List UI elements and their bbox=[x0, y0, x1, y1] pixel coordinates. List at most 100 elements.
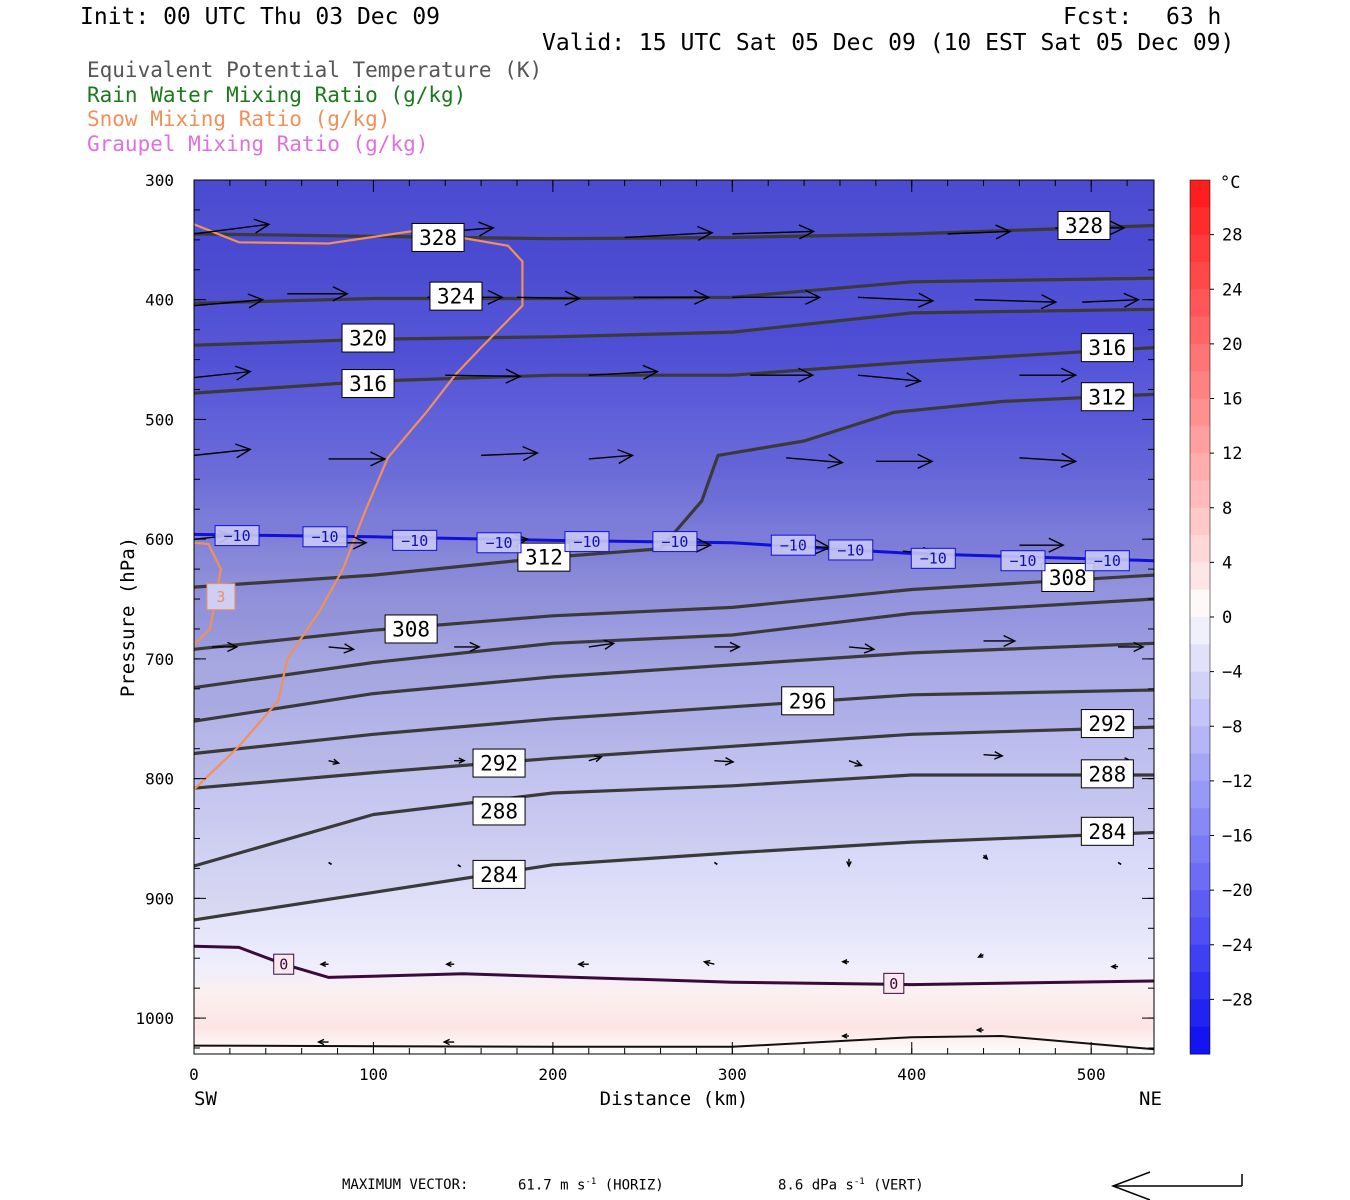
theta-e-label-288: 288 bbox=[1080, 759, 1134, 789]
colorbar-label: −28 bbox=[1222, 990, 1253, 1010]
colorbar-swatch bbox=[1190, 617, 1210, 645]
wind-vector bbox=[577, 960, 589, 968]
isotherm-minus10-label: −10 bbox=[564, 531, 610, 553]
colorbar-label: −16 bbox=[1222, 827, 1253, 847]
wind-vector bbox=[1019, 452, 1078, 469]
wind-vector bbox=[848, 759, 863, 767]
wind-vector bbox=[516, 290, 582, 306]
theta-e-label-284: 284 bbox=[1080, 816, 1134, 846]
theta-e-contour-308 bbox=[193, 573, 1155, 651]
y-tick-label: 1000 bbox=[135, 1009, 174, 1028]
wind-vector bbox=[445, 368, 522, 384]
y-tick-label: 500 bbox=[145, 410, 174, 429]
isotherm-minus10-label: −10 bbox=[1084, 550, 1130, 572]
snow-contour-side bbox=[193, 541, 223, 646]
colorbar-swatch bbox=[1190, 862, 1210, 891]
colorbar-swatch bbox=[1190, 261, 1210, 290]
svg-text:−10: −10 bbox=[573, 533, 600, 551]
wind-vector bbox=[588, 448, 635, 465]
colorbar-swatch bbox=[1190, 917, 1210, 946]
theta-e-contour-296 bbox=[193, 688, 1155, 756]
isotherm-minus10-label: −10 bbox=[1000, 550, 1046, 572]
horiz-max-value: 61.7 m s-1 (HORIZ) bbox=[518, 1177, 664, 1194]
colorbar-swatch bbox=[1190, 835, 1210, 864]
y-tick-label: 900 bbox=[145, 889, 174, 908]
wind-vector bbox=[454, 757, 466, 764]
svg-text:−10: −10 bbox=[401, 532, 428, 550]
colorbar-swatch bbox=[1190, 671, 1210, 700]
max-vector-label: MAXIMUM VECTOR: bbox=[342, 1177, 469, 1193]
wind-vector bbox=[982, 854, 989, 860]
wind-vector bbox=[1110, 963, 1119, 970]
isotherm-minus10-label: −10 bbox=[652, 531, 698, 553]
svg-text:−10: −10 bbox=[837, 541, 864, 559]
wind-vector bbox=[848, 643, 876, 654]
x-end-left-label: SW bbox=[194, 1088, 217, 1110]
legend-snow: Snow Mixing Ratio (g/kg) bbox=[87, 107, 391, 131]
wind-vector bbox=[1118, 641, 1145, 653]
colorbar-swatch bbox=[1190, 562, 1210, 591]
vert-exponent: -1 bbox=[853, 1177, 865, 1187]
wind-vector bbox=[1019, 537, 1065, 553]
colorbar-swatch bbox=[1190, 207, 1210, 236]
shading-band bbox=[194, 180, 1154, 304]
colorbar-label: 4 bbox=[1222, 553, 1232, 573]
svg-text:308: 308 bbox=[1049, 566, 1087, 590]
theta-e-label-312: 312 bbox=[517, 542, 571, 572]
colorbar-swatch bbox=[1190, 944, 1210, 973]
svg-text:3: 3 bbox=[216, 588, 225, 606]
wind-vector bbox=[328, 758, 341, 766]
isotherm-minus10-label: −10 bbox=[910, 547, 956, 569]
x-tick-label: 200 bbox=[538, 1065, 567, 1084]
theta-e-label-316: 316 bbox=[341, 369, 395, 399]
wind-vector bbox=[454, 641, 481, 653]
y-tick-label: 400 bbox=[145, 291, 174, 310]
wind-vector bbox=[193, 218, 271, 235]
wind-vector bbox=[1019, 367, 1078, 383]
colorbar: 28 24 20 16 12 8 4 0 −4 −8 −12 −16 −20 −24 −28 bbox=[1189, 179, 1253, 1055]
colorbar-swatch bbox=[1190, 371, 1210, 399]
theta-e-label-328: 328 bbox=[1057, 210, 1111, 240]
svg-text:292: 292 bbox=[480, 752, 518, 776]
y-tick-label: 700 bbox=[145, 650, 174, 669]
wind-vector bbox=[702, 959, 715, 967]
wind-vector bbox=[846, 858, 852, 868]
legend-theta-e: Equivalent Potential Temperature (K) bbox=[87, 58, 543, 82]
isotherm-0-label: 0 bbox=[883, 972, 905, 994]
svg-text:−10: −10 bbox=[485, 534, 512, 552]
colorbar-label: 12 bbox=[1222, 444, 1242, 464]
contour-labels: 328 328 324 320 316 316 312 312 308 308 296 292 292 2… bbox=[206, 210, 1134, 994]
wind-vector bbox=[1117, 861, 1122, 866]
colorbar-swatch bbox=[1190, 589, 1210, 618]
colorbar-swatch bbox=[1190, 234, 1210, 263]
theta-e-label-284: 284 bbox=[472, 859, 526, 889]
svg-text:316: 316 bbox=[349, 372, 387, 396]
colorbar-swatch bbox=[1190, 726, 1210, 755]
colorbar-label: −20 bbox=[1222, 881, 1253, 901]
vert-max-value: 8.6 dPa s-1 (VERT) bbox=[778, 1177, 924, 1194]
y-tick-label: 300 bbox=[145, 171, 174, 190]
wind-vector bbox=[287, 286, 349, 302]
colorbar-swatch bbox=[1190, 753, 1210, 782]
wind-vector bbox=[319, 961, 329, 968]
shading-band bbox=[194, 180, 1154, 722]
theta-e-label-288: 288 bbox=[472, 796, 526, 826]
theta-e-label-328: 328 bbox=[411, 222, 465, 252]
colorbar-label: −12 bbox=[1222, 772, 1253, 792]
colorbar-swatch bbox=[1190, 1026, 1210, 1055]
theta-e-contour-292 bbox=[193, 725, 1155, 790]
colorbar-label: −4 bbox=[1222, 663, 1242, 683]
wind-vector bbox=[732, 224, 816, 240]
forecast-hour-value: 63 h bbox=[1166, 4, 1222, 30]
svg-text:324: 324 bbox=[437, 285, 475, 309]
wind-vector bbox=[445, 961, 455, 968]
colorbar-unit: °C bbox=[1220, 173, 1240, 193]
isotherm-minus10-label: −10 bbox=[476, 532, 522, 554]
wind-vector bbox=[193, 443, 252, 459]
wind-vector bbox=[732, 289, 822, 305]
colorbar-swatch bbox=[1190, 480, 1210, 509]
legend-graupel: Graupel Mixing Ratio (g/kg) bbox=[87, 132, 429, 156]
wind-vector bbox=[713, 861, 718, 866]
svg-text:−10: −10 bbox=[311, 528, 338, 546]
